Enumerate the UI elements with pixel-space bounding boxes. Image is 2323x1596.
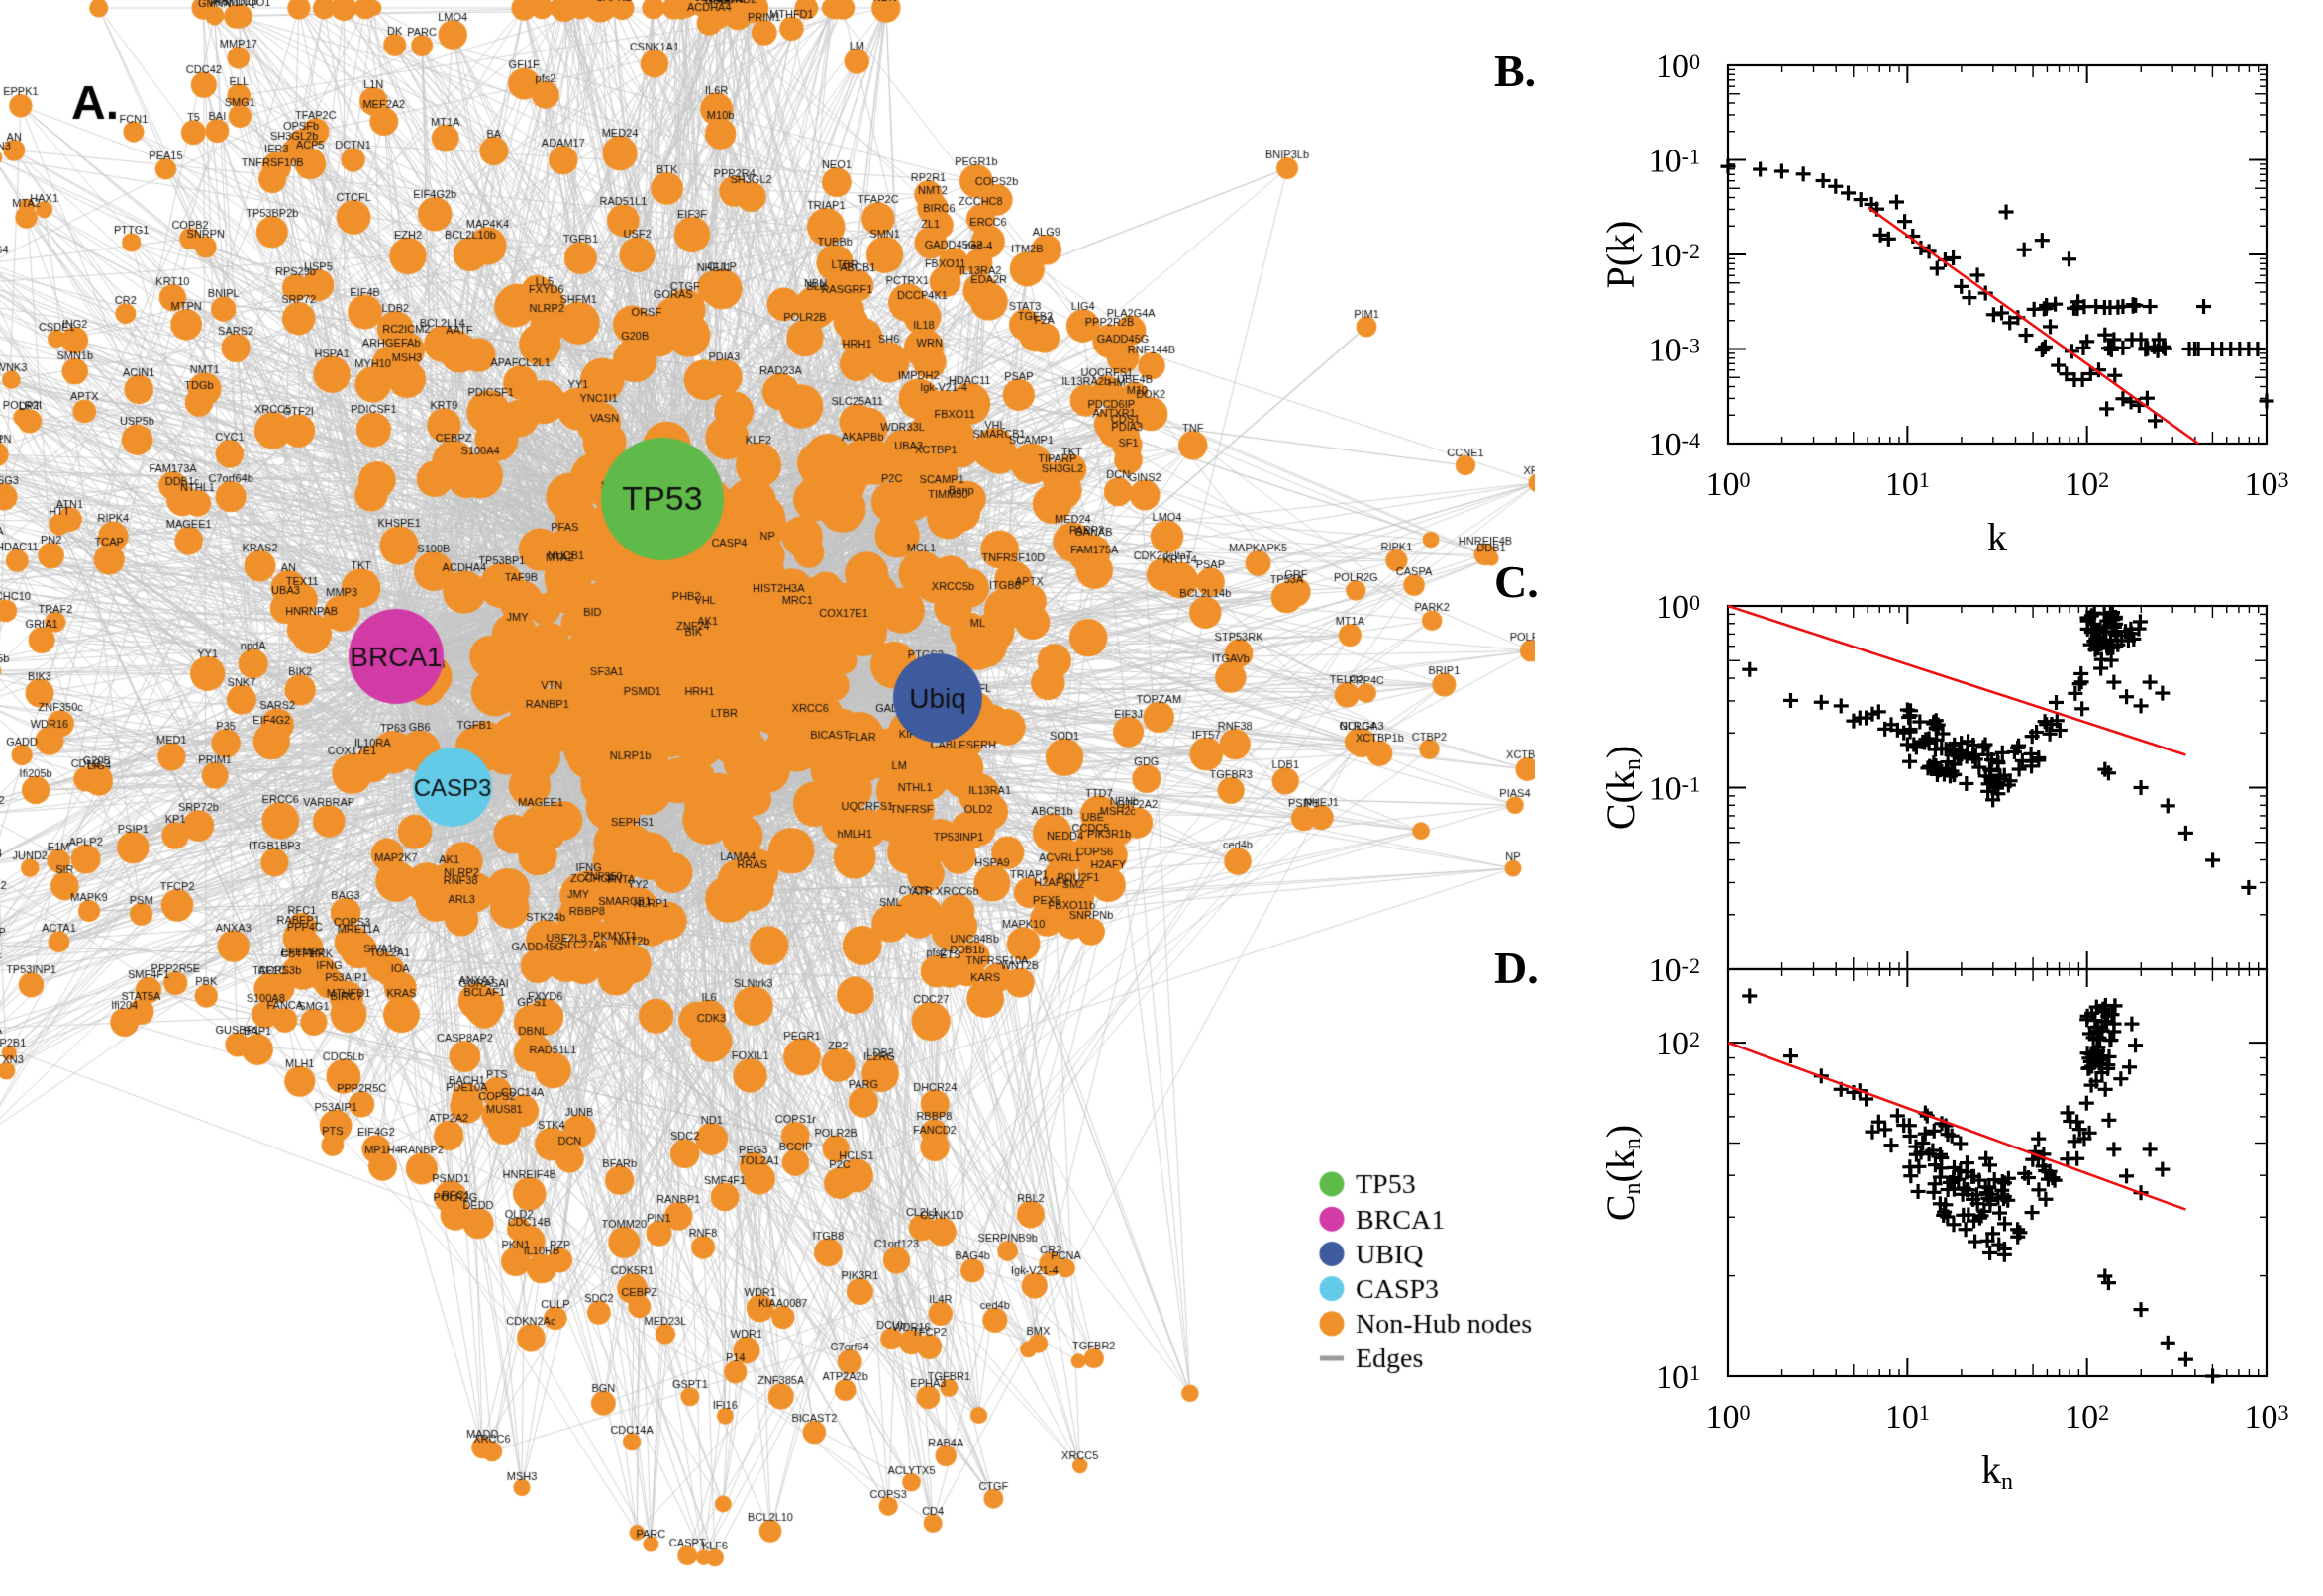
svg-text:C.: C. [1494, 556, 1539, 607]
svg-text:k: k [1987, 515, 2007, 559]
svg-text:103: 103 [2245, 466, 2289, 503]
svg-text:100: 100 [1706, 466, 1751, 503]
svg-text:102: 102 [2065, 466, 2109, 503]
svg-text:102: 102 [2065, 1399, 2109, 1436]
svg-text:10-4: 10-4 [1649, 427, 1700, 463]
svg-text:101: 101 [1885, 1399, 1930, 1436]
svg-text:100: 100 [1656, 49, 1700, 85]
svg-text:10-3: 10-3 [1649, 333, 1700, 369]
svg-text:D.: D. [1494, 943, 1539, 993]
svg-text:10-1: 10-1 [1649, 771, 1700, 808]
svg-text:101: 101 [1656, 1359, 1700, 1396]
svg-text:kn: kn [1981, 1447, 2013, 1495]
svg-text:100: 100 [1706, 1399, 1751, 1436]
svg-text:10-1: 10-1 [1649, 144, 1700, 180]
svg-text:101: 101 [1885, 466, 1930, 503]
svg-text:103: 103 [2245, 1399, 2289, 1436]
svg-text:10-2: 10-2 [1649, 238, 1700, 274]
svg-text:10-2: 10-2 [1649, 952, 1700, 989]
svg-text:P(k): P(k) [1598, 221, 1643, 289]
svg-text:102: 102 [1656, 1026, 1700, 1062]
svg-text:B.: B. [1494, 46, 1536, 96]
svg-text:C(kn): C(kn) [1598, 746, 1646, 830]
svg-text:Cn(kn): Cn(kn) [1598, 1125, 1646, 1221]
svg-text:100: 100 [1656, 589, 1700, 626]
